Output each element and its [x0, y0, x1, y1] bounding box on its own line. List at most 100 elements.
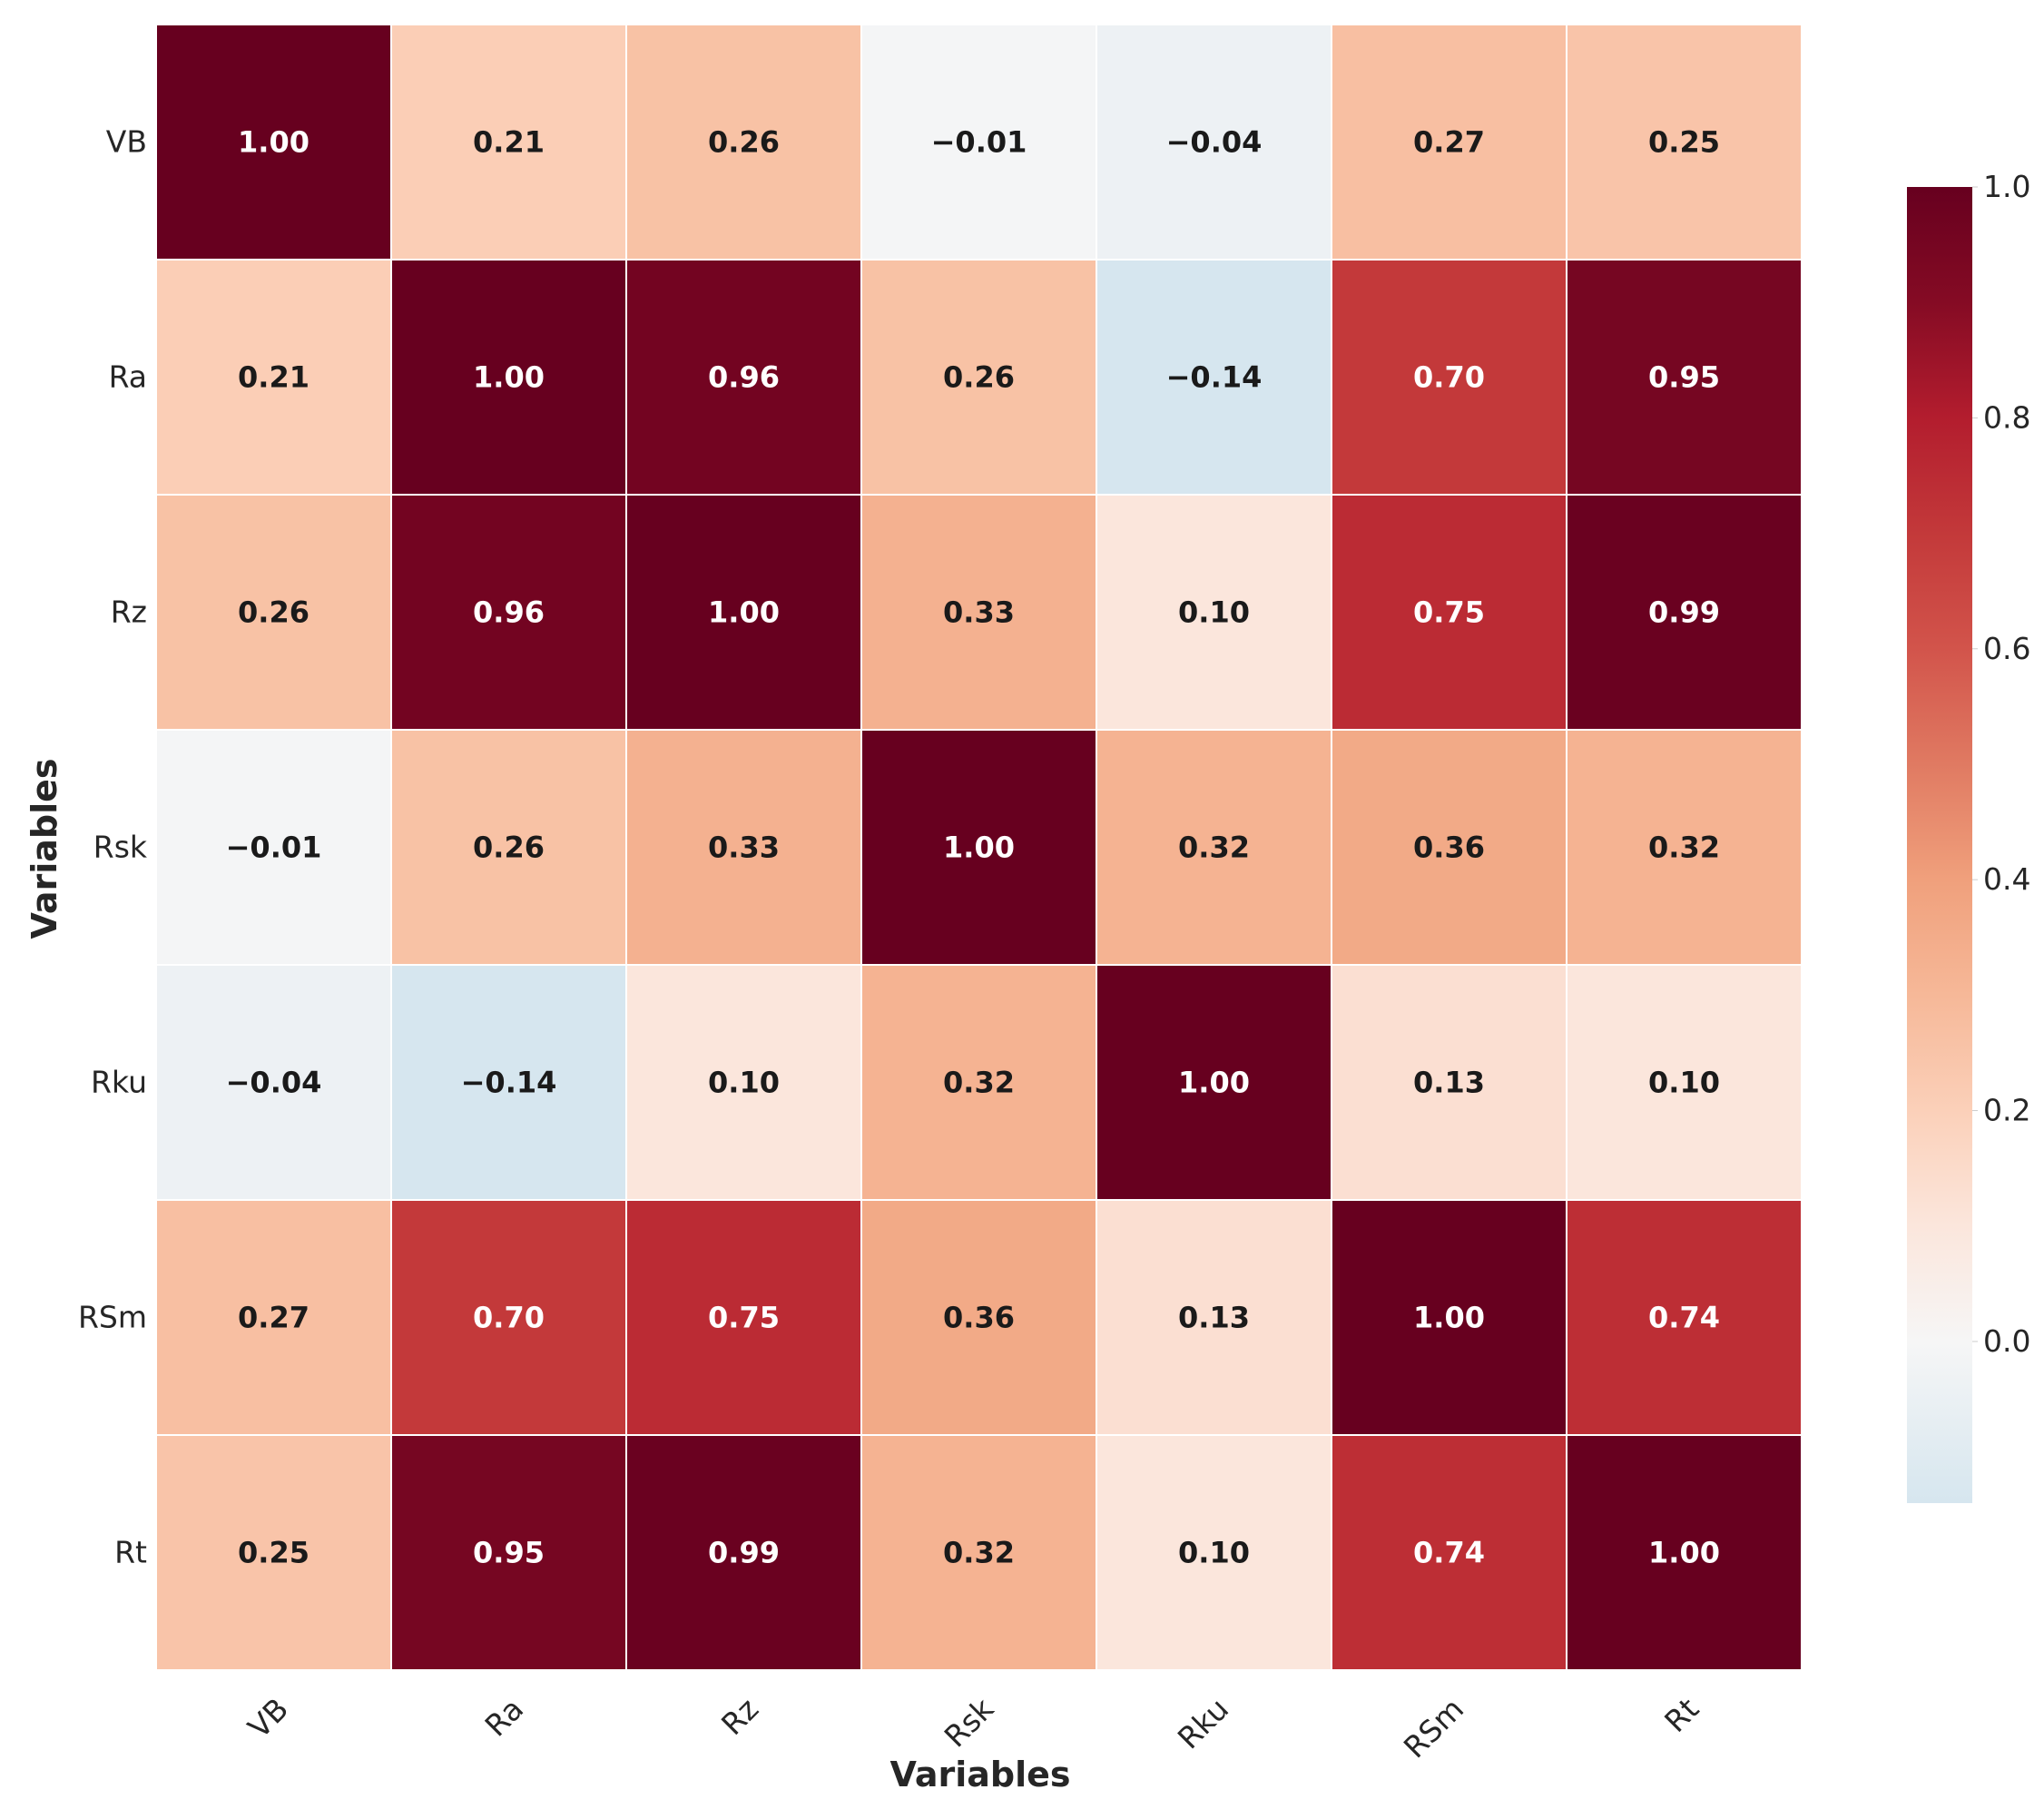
cell-value-Rt-Ra: 0.95 — [473, 1536, 545, 1570]
heatmap-cell-Rt-Rz — [625, 1434, 862, 1671]
heatmap-cell-Rku-Rt — [1566, 964, 1803, 1201]
cell-value-Rz-Rt: 0.99 — [1648, 595, 1720, 630]
cell-value-Ra-Rsk: 0.26 — [943, 360, 1015, 395]
y-tick-label-Rku: Rku — [91, 1065, 147, 1100]
cell-value-Rku-Rt: 0.10 — [1648, 1066, 1720, 1100]
colorbar-gradient — [1907, 187, 1972, 1503]
cell-value-Rt-VB: 0.25 — [238, 1536, 310, 1570]
heatmap-cell-Rt-VB — [155, 1434, 392, 1671]
cell-value-Rsk-Rku: 0.32 — [1178, 831, 1250, 865]
heatmap-cell-Rt-Rt — [1566, 1434, 1803, 1671]
heatmap-cell-VB-Rsk — [860, 24, 1097, 261]
heatmap-cell-Rz-RSm — [1331, 494, 1567, 731]
heatmap-cell-Ra-Rku — [1096, 259, 1332, 496]
y-tick-label-Rsk: Rsk — [93, 830, 148, 865]
cell-value-VB-Ra: 0.21 — [473, 125, 545, 160]
heatmap-cell-Rsk-Rt — [1566, 729, 1803, 966]
x-tick-label-RSm: RSm — [1397, 1691, 1470, 1765]
heatmap-cell-RSm-Rsk — [860, 1199, 1097, 1436]
x-axis-title: Variables — [890, 1755, 1071, 1794]
heatmap-cell-RSm-Rku — [1096, 1199, 1332, 1436]
cell-value-RSm-Rsk: 0.36 — [943, 1301, 1015, 1335]
heatmap-cell-Rsk-VB — [155, 729, 392, 966]
y-tick-label-Rt: Rt — [114, 1535, 147, 1570]
cell-value-RSm-Rt: 0.74 — [1648, 1301, 1720, 1335]
cell-value-VB-Rt: 0.25 — [1648, 125, 1720, 160]
colorbar-tick-label-0.6: 0.6 — [1983, 631, 2030, 666]
cell-value-Ra-Rku: −0.14 — [1166, 360, 1263, 395]
heatmap-cell-VB-Ra — [390, 24, 627, 261]
cell-value-VB-Rz: 0.26 — [708, 125, 780, 160]
cell-value-RSm-VB: 0.27 — [238, 1301, 310, 1335]
x-tick-label-Rku: Rku — [1171, 1691, 1235, 1755]
heatmap-cells — [155, 24, 1803, 1671]
colorbar-tick-label-0.4: 0.4 — [1983, 861, 2030, 897]
heatmap-cell-Rt-Rku — [1096, 1434, 1332, 1671]
y-axis-tick-labels: VB Ra Rz Rsk Rku RSm Rt — [78, 124, 148, 1570]
cell-value-Rz-RSm: 0.75 — [1413, 595, 1485, 630]
x-tick-label-Ra: Ra — [478, 1691, 531, 1744]
cell-value-VB-RSm: 0.27 — [1413, 125, 1485, 160]
heatmap-cell-Rku-Rz — [625, 964, 862, 1201]
y-axis-title: Variables — [25, 759, 64, 939]
cell-value-Rku-Ra: −0.14 — [461, 1066, 557, 1100]
cell-value-Rt-Rz: 0.99 — [708, 1536, 780, 1570]
x-tick-label-Rz: Rz — [714, 1691, 765, 1742]
heatmap-cell-RSm-Rt — [1566, 1199, 1803, 1436]
cell-value-RSm-Rku: 0.13 — [1178, 1301, 1250, 1335]
cell-value-VB-VB: 1.00 — [238, 125, 310, 160]
cell-value-Ra-Rt: 0.95 — [1648, 360, 1720, 395]
x-tick-label-Rt: Rt — [1657, 1691, 1705, 1739]
cell-value-Rz-Rsk: 0.33 — [943, 595, 1015, 630]
colorbar-tick-label-0.8: 0.8 — [1983, 399, 2030, 435]
heatmap-cell-Rt-Rsk — [860, 1434, 1097, 1671]
cell-value-Rku-VB: −0.04 — [226, 1066, 322, 1100]
heatmap-cell-VB-Rku — [1096, 24, 1332, 261]
y-tick-label-Ra: Ra — [109, 359, 147, 395]
heatmap-cell-Rsk-Ra — [390, 729, 627, 966]
y-tick-label-Rz: Rz — [111, 595, 147, 630]
heatmap-cell-Rt-RSm — [1331, 1434, 1567, 1671]
cell-value-Ra-Rz: 0.96 — [708, 360, 780, 395]
cell-value-Ra-RSm: 0.70 — [1413, 360, 1485, 395]
cell-value-RSm-Rz: 0.75 — [708, 1301, 780, 1335]
heatmap-cell-Ra-RSm — [1331, 259, 1567, 496]
cell-value-Rsk-Rz: 0.33 — [708, 831, 780, 865]
heatmap-cell-VB-Rz — [625, 24, 862, 261]
cell-value-Ra-VB: 0.21 — [238, 360, 310, 395]
heatmap-cell-Ra-Rt — [1566, 259, 1803, 496]
heatmap-cell-labels: 1.00 0.21 0.26 −0.01 −0.04 0.27 0.25 0.21 1.00 0.… — [226, 125, 1720, 1570]
cell-value-Rku-Rku: 1.00 — [1178, 1066, 1250, 1100]
heatmap-cell-Rsk-Rsk — [860, 729, 1097, 966]
cell-value-Rsk-RSm: 0.36 — [1413, 831, 1485, 865]
heatmap-cell-Rz-Rz — [625, 494, 862, 731]
heatmap-cell-RSm-Rz — [625, 1199, 862, 1436]
colorbar-tick-label-0.2: 0.2 — [1983, 1093, 2030, 1128]
cell-value-Rz-Rz: 1.00 — [708, 595, 780, 630]
cell-value-RSm-Ra: 0.70 — [473, 1301, 545, 1335]
heatmap-cell-Rsk-RSm — [1331, 729, 1567, 966]
heatmap-cell-Rz-VB — [155, 494, 392, 731]
cell-value-Rsk-Rsk: 1.00 — [943, 831, 1015, 865]
colorbar-tick-label-0.0: 0.0 — [1983, 1323, 2030, 1359]
heatmap-cell-Rz-Rsk — [860, 494, 1097, 731]
heatmap-cell-RSm-VB — [155, 1199, 392, 1436]
heatmap-cell-VB-RSm — [1331, 24, 1567, 261]
cell-value-Rsk-Ra: 0.26 — [473, 831, 545, 865]
cell-value-Rt-RSm: 0.74 — [1413, 1536, 1485, 1570]
cell-value-Ra-Ra: 1.00 — [473, 360, 545, 395]
heatmap-cell-Ra-VB — [155, 259, 392, 496]
cell-value-RSm-RSm: 1.00 — [1413, 1301, 1485, 1335]
cell-value-Rt-Rt: 1.00 — [1648, 1536, 1720, 1570]
colorbar-tick-labels: 1.0 0.8 0.6 0.4 0.2 0.0 — [1972, 169, 2030, 1359]
heatmap-cell-Ra-Rz — [625, 259, 862, 496]
cell-value-Rsk-Rt: 0.32 — [1648, 831, 1720, 865]
cell-value-Rku-Rz: 0.10 — [708, 1066, 780, 1100]
cell-value-Rku-RSm: 0.13 — [1413, 1066, 1485, 1100]
heatmap-cell-VB-VB — [155, 24, 392, 261]
cell-value-Rz-Ra: 0.96 — [473, 595, 545, 630]
heatmap-cell-Rz-Rt — [1566, 494, 1803, 731]
y-tick-label-RSm: RSm — [78, 1300, 147, 1335]
cell-value-Rt-Rsk: 0.32 — [943, 1536, 1015, 1570]
heatmap-cell-RSm-Ra — [390, 1199, 627, 1436]
